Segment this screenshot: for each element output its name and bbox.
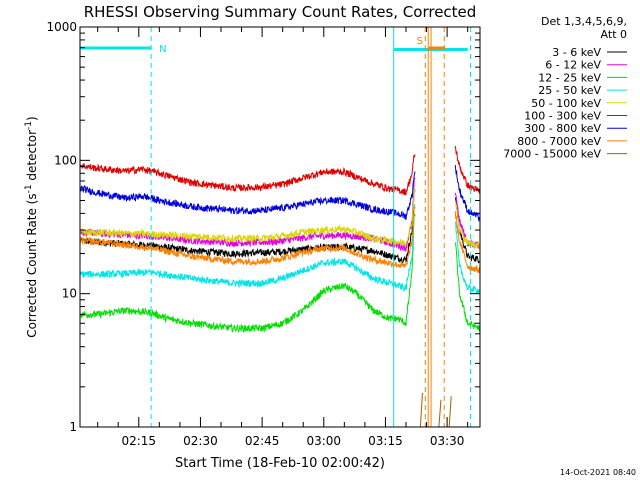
legend-label-7000-15000-kev: 7000 - 15000 keV (503, 148, 601, 161)
y-tick-label-1: 1 (69, 420, 77, 434)
series-800-7000-kev (79, 206, 481, 274)
series-25-50-kev (79, 204, 481, 296)
y-tick-label-10: 10 (62, 287, 77, 301)
legend-label-3-6-kev: 3 - 6 keV (552, 46, 601, 59)
y-tick-label-100: 100 (54, 153, 77, 167)
legend-label-800-7000-kev: 800 - 7000 keV (517, 135, 601, 148)
spike-7000-15000-kev-4 (448, 396, 452, 428)
plot-frame (79, 26, 481, 428)
series-50-100-kev (79, 187, 481, 250)
trace-12-25-kev-1 (454, 242, 481, 332)
series-lines (79, 145, 481, 428)
flag-markers: NS (80, 36, 446, 55)
legend-label-6-12-kev: 6 - 12 keV (545, 59, 601, 72)
spike-7000-15000-kev-0 (419, 392, 423, 428)
x-tick-label-02-30: 02:30 (183, 434, 218, 448)
trace-300-800-kev-1 (454, 165, 481, 223)
trace-100-300-kev-0 (79, 154, 416, 196)
legend-header-attenuator: Att 0 (601, 28, 627, 41)
axes: 1 10 100 1000 02:15 02:30 02:45 03:00 03:15 03:30 (46, 20, 480, 448)
x-tick-label-02-15: 02:15 (121, 434, 156, 448)
series-7000-15000-kev (419, 392, 452, 428)
legend-label-100-300-kev: 100 - 300 keV (524, 110, 601, 123)
series-100-300-kev (79, 145, 481, 196)
legend-label-50-100-kev: 50 - 100 keV (531, 97, 601, 110)
legend-label-25-50-kev: 25 - 50 keV (538, 84, 601, 97)
trace-100-300-kev-1 (454, 145, 481, 194)
trace-12-25-kev-0 (79, 213, 416, 334)
trace-25-50-kev-0 (79, 204, 416, 292)
chart-title: RHESSI Observing Summary Count Rates, Co… (84, 3, 477, 21)
x-tick-label-03-15: 03:15 (368, 434, 403, 448)
spike-7000-15000-kev-2 (438, 399, 442, 428)
date-stamp: 14-Oct-2021 08:40 (560, 468, 636, 477)
y-tick-label-1000: 1000 (46, 20, 77, 34)
legend-label-300-800-kev: 300 - 800 keV (524, 122, 601, 135)
series-12-25-kev (79, 213, 481, 334)
x-tick-label-03-00: 03:00 (306, 434, 341, 448)
x-tick-label-03-30: 03:30 (430, 434, 465, 448)
series-3-6-kev (79, 187, 481, 264)
flag-label-s: S (417, 36, 423, 47)
x-axis-label: Start Time (18-Feb-10 02:00:42) (175, 456, 385, 471)
series-300-800-kev (79, 165, 481, 223)
legend-header-detectors: Det 1,3,4,5,6,9, (541, 15, 627, 28)
vertical-markers (150, 27, 472, 427)
series-6-12-kev (79, 177, 481, 252)
x-tick-label-02-45: 02:45 (245, 434, 280, 448)
flag-label-n: N (159, 44, 166, 55)
trace-50-100-kev-0 (79, 187, 416, 247)
trace-25-50-kev-1 (454, 221, 481, 296)
y-axis-label: Corrected Count Rate (s-1 detector-1) (24, 116, 39, 337)
trace-3-6-kev-0 (79, 187, 416, 263)
legend-label-12-25-kev: 12 - 25 keV (538, 71, 601, 84)
trace-300-800-kev-0 (79, 171, 416, 220)
trace-800-7000-kev-1 (454, 210, 481, 274)
trace-800-7000-kev-0 (79, 206, 416, 269)
trace-50-100-kev-1 (454, 201, 481, 250)
